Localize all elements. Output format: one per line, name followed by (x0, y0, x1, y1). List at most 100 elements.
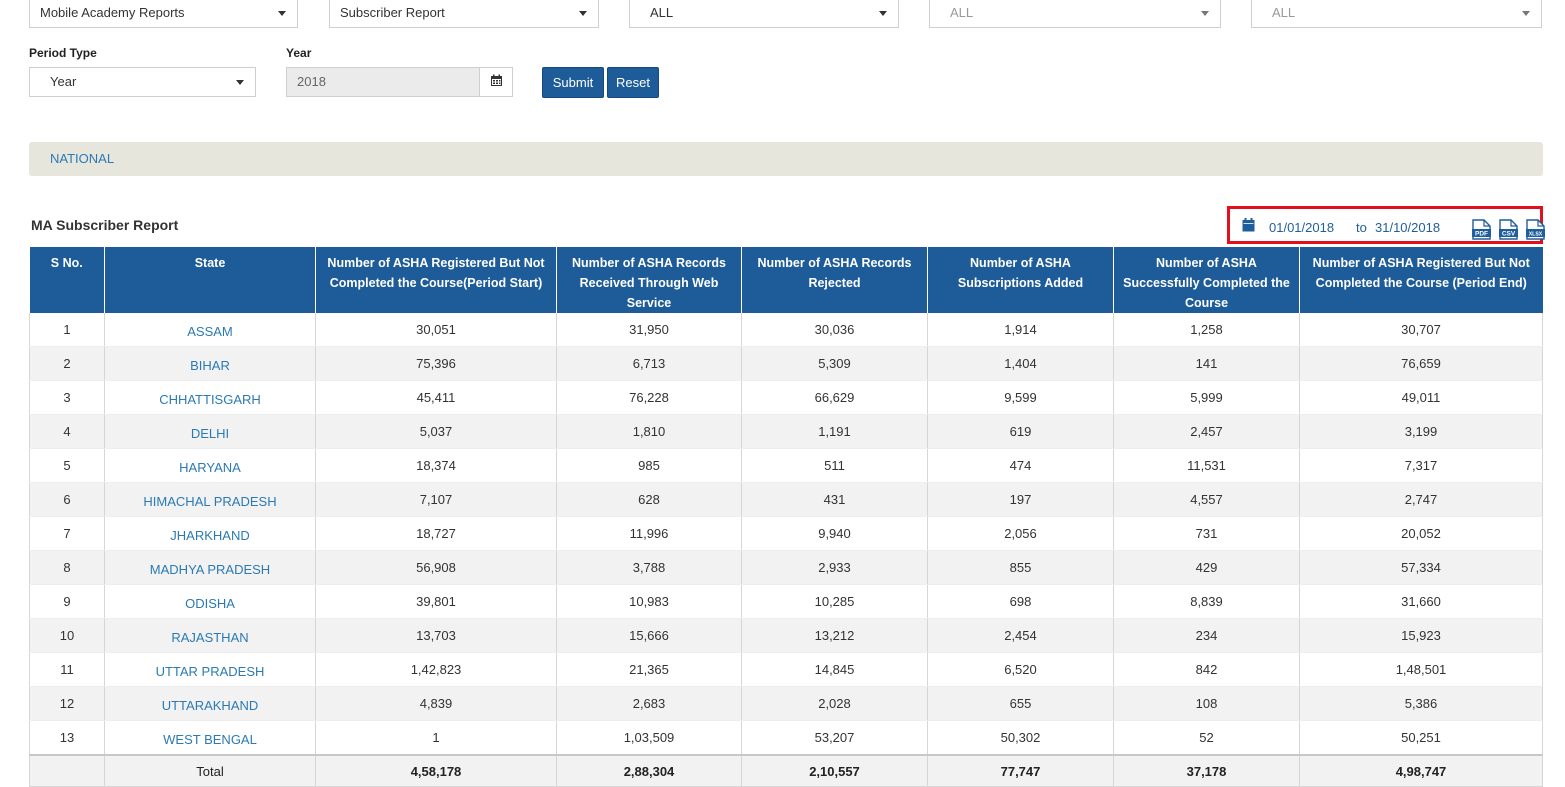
xlsx-file-icon[interactable]: XLSX (1526, 219, 1545, 240)
cell-subscriptions-added: 197 (927, 482, 1114, 517)
total-completed: 37,178 (1113, 754, 1300, 787)
cell-subscriptions-added: 50,302 (927, 720, 1114, 756)
cell-registered-start: 30,051 (315, 313, 557, 347)
state-link[interactable]: BIHAR (104, 346, 316, 381)
breadcrumb-national-link[interactable]: NATIONAL (50, 151, 115, 166)
state-link[interactable]: CHHATTISGARH (104, 380, 316, 415)
cell-registered-start: 13,703 (315, 618, 557, 653)
cell-completed: 108 (1113, 686, 1300, 721)
state-link[interactable]: HARYANA (104, 448, 316, 483)
cell-registered-start: 1,42,823 (315, 652, 557, 687)
xlsx-icon-text: XLSX (1529, 231, 1543, 237)
state-link[interactable]: UTTAR PRADESH (104, 652, 316, 687)
cell-registered-start: 39,801 (315, 584, 557, 619)
cell-rejected: 1,191 (741, 414, 928, 449)
cell-subscriptions-added: 474 (927, 448, 1114, 483)
cell-registered-end: 1,48,501 (1299, 652, 1543, 687)
total-subscriptions-added: 77,747 (927, 754, 1114, 787)
cell-registered-start: 7,107 (315, 482, 557, 517)
cell-subscriptions-added: 9,599 (927, 380, 1114, 415)
col-header-sno[interactable]: S No. (29, 247, 105, 313)
table-row: 2 BIHAR 75,396 6,713 5,309 1,404 141 76,659 (29, 346, 1543, 381)
cell-subscriptions-added: 698 (927, 584, 1114, 619)
block-dropdown[interactable]: ALL (1251, 0, 1542, 28)
cell-sno: 8 (29, 550, 105, 585)
cell-rejected: 30,036 (741, 313, 928, 347)
state-link[interactable]: ASSAM (104, 313, 316, 347)
table-row: 5 HARYANA 18,374 985 511 474 11,531 7,317 (29, 448, 1543, 483)
cell-received-web-service: 628 (556, 482, 742, 517)
cell-rejected: 431 (741, 482, 928, 517)
state-dropdown[interactable]: ALL (629, 0, 899, 28)
cell-rejected: 9,940 (741, 516, 928, 551)
year-value: 2018 (297, 74, 326, 89)
state-link[interactable]: DELHI (104, 414, 316, 449)
table-header-row: S No. State Number of ASHA Registered Bu… (29, 247, 1543, 313)
cell-registered-end: 57,334 (1299, 550, 1543, 585)
cell-received-web-service: 76,228 (556, 380, 742, 415)
cell-rejected: 14,845 (741, 652, 928, 687)
cell-registered-end: 49,011 (1299, 380, 1543, 415)
cell-received-web-service: 1,810 (556, 414, 742, 449)
col-header-registered-start[interactable]: Number of ASHA Registered But Not Comple… (315, 247, 557, 313)
cell-registered-end: 7,317 (1299, 448, 1543, 483)
state-value: ALL (650, 5, 674, 20)
total-rejected: 2,10,557 (741, 754, 928, 787)
cell-received-web-service: 985 (556, 448, 742, 483)
chevron-down-icon (236, 80, 244, 85)
cell-rejected: 2,933 (741, 550, 928, 585)
table-row: 11 UTTAR PRADESH 1,42,823 21,365 14,845 6,520… (29, 652, 1543, 687)
cell-received-web-service: 21,365 (556, 652, 742, 687)
cell-completed: 8,839 (1113, 584, 1300, 619)
report-category-dropdown[interactable]: Mobile Academy Reports (29, 0, 298, 28)
cell-received-web-service: 15,666 (556, 618, 742, 653)
csv-icon-text: CSV (1502, 231, 1516, 238)
chevron-down-icon (579, 11, 587, 16)
cell-subscriptions-added: 1,914 (927, 313, 1114, 347)
cell-received-web-service: 3,788 (556, 550, 742, 585)
cell-sno: 13 (29, 720, 105, 756)
submit-button[interactable]: Submit (542, 67, 604, 98)
cell-subscriptions-added: 6,520 (927, 652, 1114, 687)
chevron-down-icon (278, 11, 286, 16)
state-link[interactable]: JHARKHAND (104, 516, 316, 551)
cell-sno: 6 (29, 482, 105, 517)
state-link[interactable]: MADHYA PRADESH (104, 550, 316, 585)
col-header-subscriptions-added[interactable]: Number of ASHA Subscriptions Added (927, 247, 1114, 313)
period-type-value: Year (50, 74, 77, 89)
state-link[interactable]: HIMACHAL PRADESH (104, 482, 316, 517)
year-calendar-button[interactable] (479, 67, 513, 97)
col-header-registered-end[interactable]: Number of ASHA Registered But Not Comple… (1299, 247, 1543, 313)
period-type-dropdown[interactable]: Year (29, 67, 256, 97)
subscriber-report-table: S No. State Number of ASHA Registered Bu… (29, 247, 1543, 787)
cell-sno: 11 (29, 652, 105, 687)
pdf-file-icon[interactable]: PDF (1472, 219, 1491, 240)
state-link[interactable]: UTTARAKHAND (104, 686, 316, 721)
year-input[interactable]: 2018 (286, 67, 480, 97)
state-link[interactable]: ODISHA (104, 584, 316, 619)
col-header-received-web-service[interactable]: Number of ASHA Records Received Through … (556, 247, 742, 313)
cell-completed: 141 (1113, 346, 1300, 381)
chevron-down-icon (879, 11, 887, 16)
cell-sno: 10 (29, 618, 105, 653)
cell-registered-end: 20,052 (1299, 516, 1543, 551)
reset-button[interactable]: Reset (607, 67, 659, 98)
cell-sno: 12 (29, 686, 105, 721)
cell-subscriptions-added: 655 (927, 686, 1114, 721)
report-type-dropdown[interactable]: Subscriber Report (329, 0, 599, 28)
cell-received-web-service: 1,03,509 (556, 720, 742, 756)
state-link[interactable]: RAJASTHAN (104, 618, 316, 653)
table-row: 7 JHARKHAND 18,727 11,996 9,940 2,056 731 20,05… (29, 516, 1543, 551)
table-row: 6 HIMACHAL PRADESH 7,107 628 431 197 4,557 2,74… (29, 482, 1543, 517)
pdf-icon-text: PDF (1475, 231, 1488, 238)
cell-subscriptions-added: 855 (927, 550, 1114, 585)
col-header-completed[interactable]: Number of ASHA Successfully Completed th… (1113, 247, 1300, 313)
report-type-value: Subscriber Report (340, 5, 445, 20)
cell-completed: 11,531 (1113, 448, 1300, 483)
col-header-state[interactable]: State (104, 247, 316, 313)
col-header-rejected[interactable]: Number of ASHA Records Rejected (741, 247, 928, 313)
district-dropdown[interactable]: ALL (929, 0, 1221, 28)
state-link[interactable]: WEST BENGAL (104, 720, 316, 756)
cell-sno: 1 (29, 313, 105, 347)
csv-file-icon[interactable]: CSV (1499, 219, 1518, 240)
